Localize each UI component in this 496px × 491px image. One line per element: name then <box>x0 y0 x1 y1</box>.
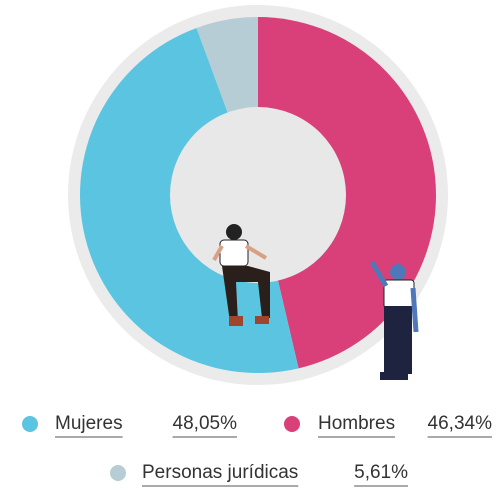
legend-marker <box>22 416 38 432</box>
legend-value: 48,05% <box>173 413 238 434</box>
legend-marker <box>110 465 126 481</box>
legend-label: Hombres <box>318 413 395 434</box>
illustration-woman <box>212 224 270 326</box>
legend: Mujeres 48,05% Hombres 46,34% Personas juríd… <box>22 413 493 487</box>
legend-label: Personas jurídicas <box>142 462 298 483</box>
illustration-man <box>369 260 419 380</box>
legend-value: 46,34% <box>428 413 493 434</box>
legend-marker <box>284 416 300 432</box>
inner-circle <box>170 107 346 283</box>
legend-label: Mujeres <box>55 413 123 434</box>
legend-value: 5,61% <box>354 462 408 483</box>
